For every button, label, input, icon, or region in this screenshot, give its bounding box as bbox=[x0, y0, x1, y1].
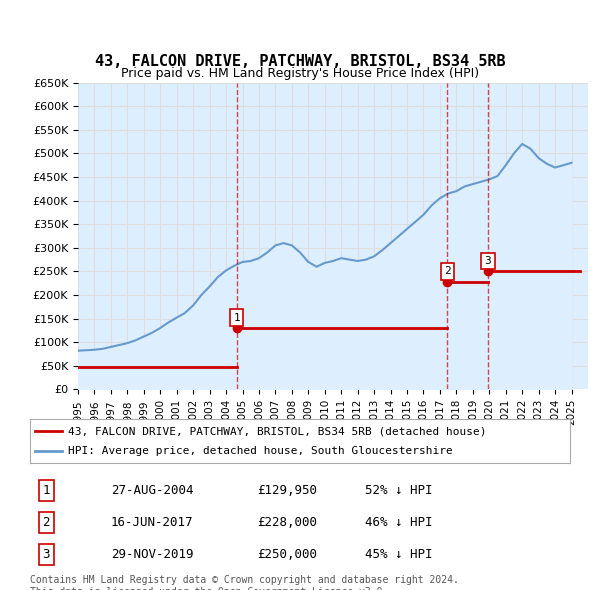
Text: 2: 2 bbox=[43, 516, 50, 529]
Text: 1: 1 bbox=[43, 484, 50, 497]
Text: 27-AUG-2004: 27-AUG-2004 bbox=[111, 484, 193, 497]
Text: £250,000: £250,000 bbox=[257, 548, 317, 561]
Text: 3: 3 bbox=[43, 548, 50, 561]
Text: 43, FALCON DRIVE, PATCHWAY, BRISTOL, BS34 5RB (detached house): 43, FALCON DRIVE, PATCHWAY, BRISTOL, BS3… bbox=[68, 427, 487, 436]
Text: Contains HM Land Registry data © Crown copyright and database right 2024.
This d: Contains HM Land Registry data © Crown c… bbox=[30, 575, 459, 590]
Text: £129,950: £129,950 bbox=[257, 484, 317, 497]
Text: 1: 1 bbox=[233, 313, 240, 323]
Text: £228,000: £228,000 bbox=[257, 516, 317, 529]
Text: 3: 3 bbox=[484, 256, 491, 266]
Text: Price paid vs. HM Land Registry's House Price Index (HPI): Price paid vs. HM Land Registry's House … bbox=[121, 67, 479, 80]
Text: 16-JUN-2017: 16-JUN-2017 bbox=[111, 516, 193, 529]
Text: 45% ↓ HPI: 45% ↓ HPI bbox=[365, 548, 432, 561]
Text: 52% ↓ HPI: 52% ↓ HPI bbox=[365, 484, 432, 497]
Text: 2: 2 bbox=[444, 267, 451, 276]
Text: 43, FALCON DRIVE, PATCHWAY, BRISTOL, BS34 5RB: 43, FALCON DRIVE, PATCHWAY, BRISTOL, BS3… bbox=[95, 54, 505, 70]
Text: HPI: Average price, detached house, South Gloucestershire: HPI: Average price, detached house, Sout… bbox=[68, 446, 452, 455]
Text: 46% ↓ HPI: 46% ↓ HPI bbox=[365, 516, 432, 529]
Text: 29-NOV-2019: 29-NOV-2019 bbox=[111, 548, 193, 561]
